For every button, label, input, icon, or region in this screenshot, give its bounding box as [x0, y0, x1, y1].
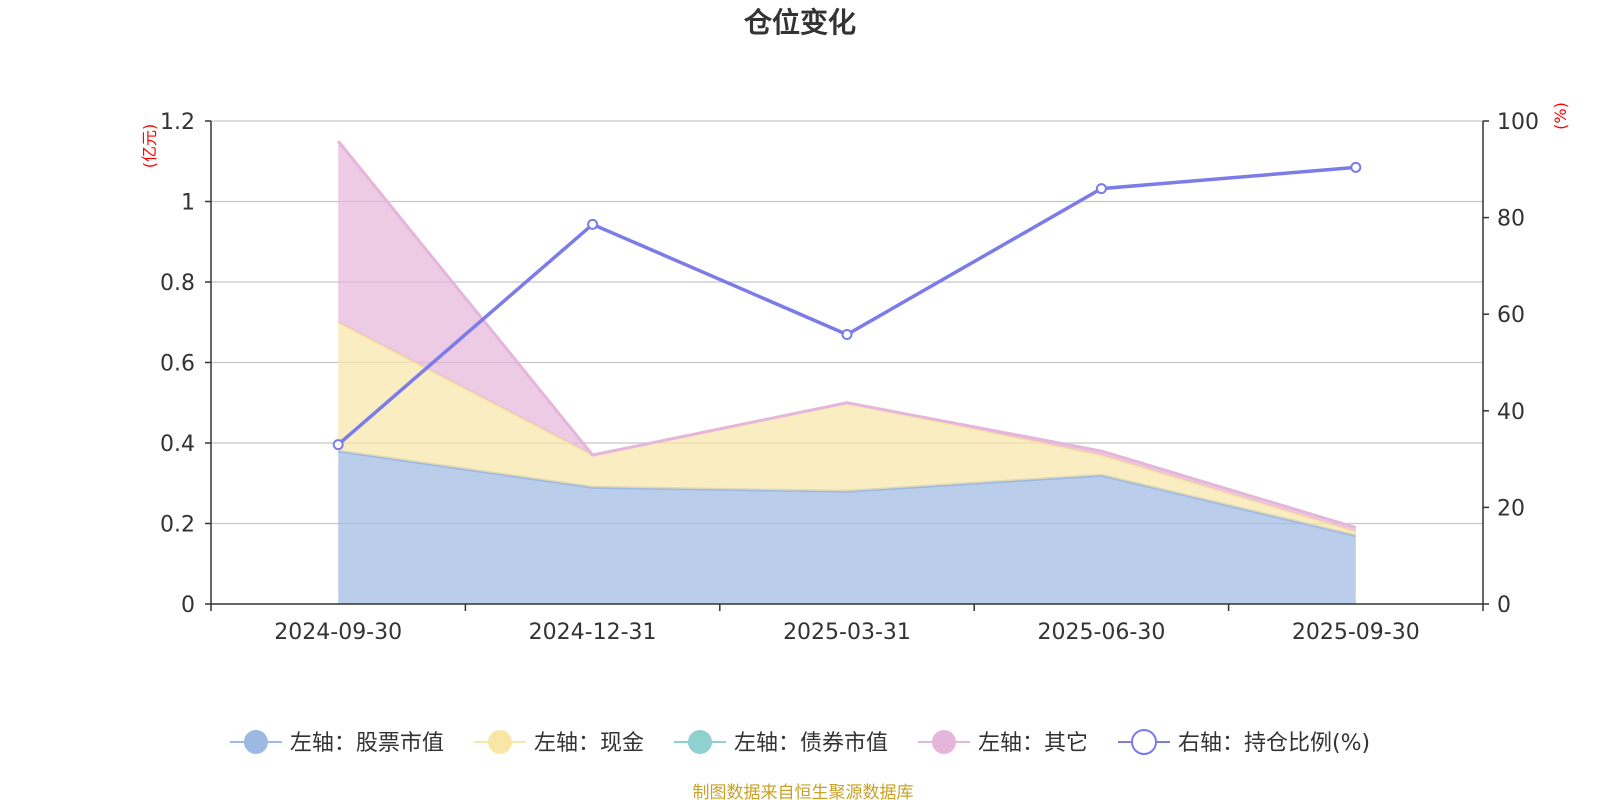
x-tick-label: 2024-12-31: [529, 620, 657, 645]
area-fill-左轴：股票市值: [338, 451, 1356, 604]
legend-marker-circle: [931, 730, 956, 754]
legend-label: 左轴：现金: [534, 731, 644, 756]
legend-item[interactable]: 左轴：债券市值: [673, 730, 888, 756]
area-edge-左轴：其它: [337, 140, 1357, 529]
x-tick-label: 2025-03-31: [783, 620, 911, 645]
right-axis-unit: (%): [1551, 102, 1570, 130]
right-tick-label: 0: [1497, 593, 1511, 618]
x-tick-label: 2025-06-30: [1037, 620, 1165, 645]
legend-marker-circle: [687, 730, 712, 754]
legend-label: 左轴：股票市值: [290, 731, 444, 756]
legend-label: 左轴：其它: [978, 731, 1088, 756]
right-tick-label: 20: [1497, 496, 1525, 521]
legend-item[interactable]: 左轴：股票市值: [229, 730, 444, 756]
axis-ticks: 0 0.2 0.4 0.6 0.8 1 1.2 0 20 40 60 80 100 2024-09-30 2…: [160, 110, 1539, 645]
left-tick-label: 0: [181, 593, 195, 618]
stacked-areas: [337, 140, 1357, 604]
left-tick-label: 0.6: [160, 352, 195, 377]
legend-label: 左轴：债券市值: [734, 731, 888, 756]
right-tick-label: 60: [1497, 303, 1525, 328]
left-axis-unit: (亿元): [140, 124, 159, 169]
left-tick-label: 1.2: [160, 110, 195, 135]
area-fill-左轴：现金: [338, 322, 1356, 536]
legend: 左轴：股票市值 左轴：现金 左轴：债券市值 左轴：其它 右轴：持仓比例(%): [229, 729, 1370, 756]
legend-marker-circle: [243, 730, 268, 754]
right-tick-label: 80: [1497, 207, 1525, 232]
left-tick-label: 0.2: [160, 513, 195, 538]
right-tick-label: 40: [1497, 400, 1525, 425]
source-note: 制图数据来自恒生聚源数据库: [693, 783, 914, 800]
right-tick-label: 100: [1497, 110, 1539, 135]
legend-marker-circle: [487, 730, 512, 754]
legend-label: 右轴：持仓比例(%): [1178, 731, 1370, 756]
x-tick-label: 2025-09-30: [1292, 620, 1420, 645]
x-tick-label: 2024-09-30: [274, 620, 402, 645]
line-point: [1350, 161, 1362, 173]
legend-item[interactable]: 右轴：持仓比例(%): [1117, 729, 1370, 756]
legend-marker-circle: [1130, 729, 1157, 755]
ratio-line-series: [332, 161, 1362, 451]
legend-item[interactable]: 左轴：其它: [917, 730, 1088, 756]
line-point: [841, 328, 853, 340]
chart-title: 仓位变化: [744, 6, 856, 39]
line-point: [1095, 183, 1107, 195]
line-point: [587, 218, 599, 230]
left-tick-label: 0.4: [160, 432, 195, 457]
left-tick-label: 1: [181, 191, 195, 216]
line-point: [332, 439, 344, 451]
legend-item[interactable]: 左轴：现金: [473, 730, 644, 756]
left-tick-label: 0.8: [160, 271, 195, 296]
